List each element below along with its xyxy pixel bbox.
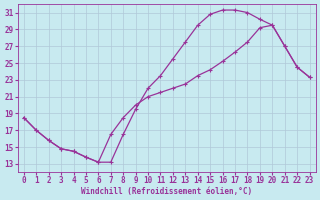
X-axis label: Windchill (Refroidissement éolien,°C): Windchill (Refroidissement éolien,°C) <box>81 187 252 196</box>
